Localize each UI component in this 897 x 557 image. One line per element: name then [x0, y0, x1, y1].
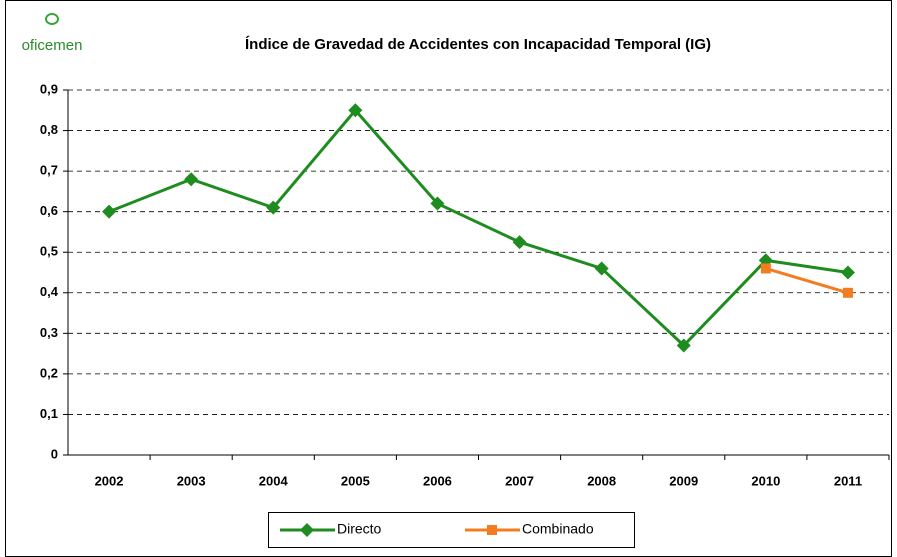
data-point — [840, 265, 855, 280]
y-tick-label: 0,6 — [40, 203, 58, 218]
y-tick-label: 0,3 — [40, 325, 58, 340]
x-tick-label: 2008 — [587, 473, 616, 488]
data-point — [594, 261, 609, 276]
data-point — [512, 235, 527, 250]
x-tick-label: 2005 — [341, 473, 370, 488]
x-tick-label: 2002 — [95, 473, 124, 488]
legend-label: Combinado — [522, 521, 594, 537]
series-line — [765, 267, 849, 295]
legend-marker — [487, 525, 497, 535]
x-tick-label: 2003 — [177, 473, 206, 488]
y-tick-label: 0 — [51, 446, 58, 461]
x-tick-label: 2009 — [669, 473, 698, 488]
data-point — [842, 287, 853, 298]
x-tick-label: 2004 — [259, 473, 289, 488]
y-tick-label: 0,1 — [40, 406, 58, 421]
legend-marker — [300, 523, 314, 537]
data-point — [348, 103, 363, 118]
y-tick-label: 0,9 — [40, 81, 58, 96]
x-tick-label: 2011 — [834, 473, 862, 488]
logo-text: oficemen — [22, 37, 83, 54]
y-tick-label: 0,8 — [40, 122, 58, 137]
chart-title: Índice de Gravedad de Accidentes con Inc… — [245, 36, 711, 53]
y-tick-label: 0,5 — [40, 244, 58, 259]
data-point — [266, 200, 281, 215]
data-point — [676, 338, 691, 353]
data-point — [102, 204, 117, 219]
x-tick-label: 2010 — [751, 473, 780, 488]
data-point — [184, 172, 199, 187]
legend-label: Directo — [337, 521, 382, 537]
logo-icon — [45, 13, 59, 25]
y-tick-label: 0,7 — [40, 163, 58, 178]
x-tick-label: 2006 — [423, 473, 452, 488]
x-tick-label: 2007 — [505, 473, 534, 488]
y-tick-label: 0,2 — [40, 365, 58, 380]
series-line — [108, 107, 849, 348]
data-point — [760, 263, 771, 274]
logo: oficemen — [22, 13, 83, 54]
y-tick-label: 0,4 — [40, 284, 59, 299]
data-point — [430, 196, 445, 211]
